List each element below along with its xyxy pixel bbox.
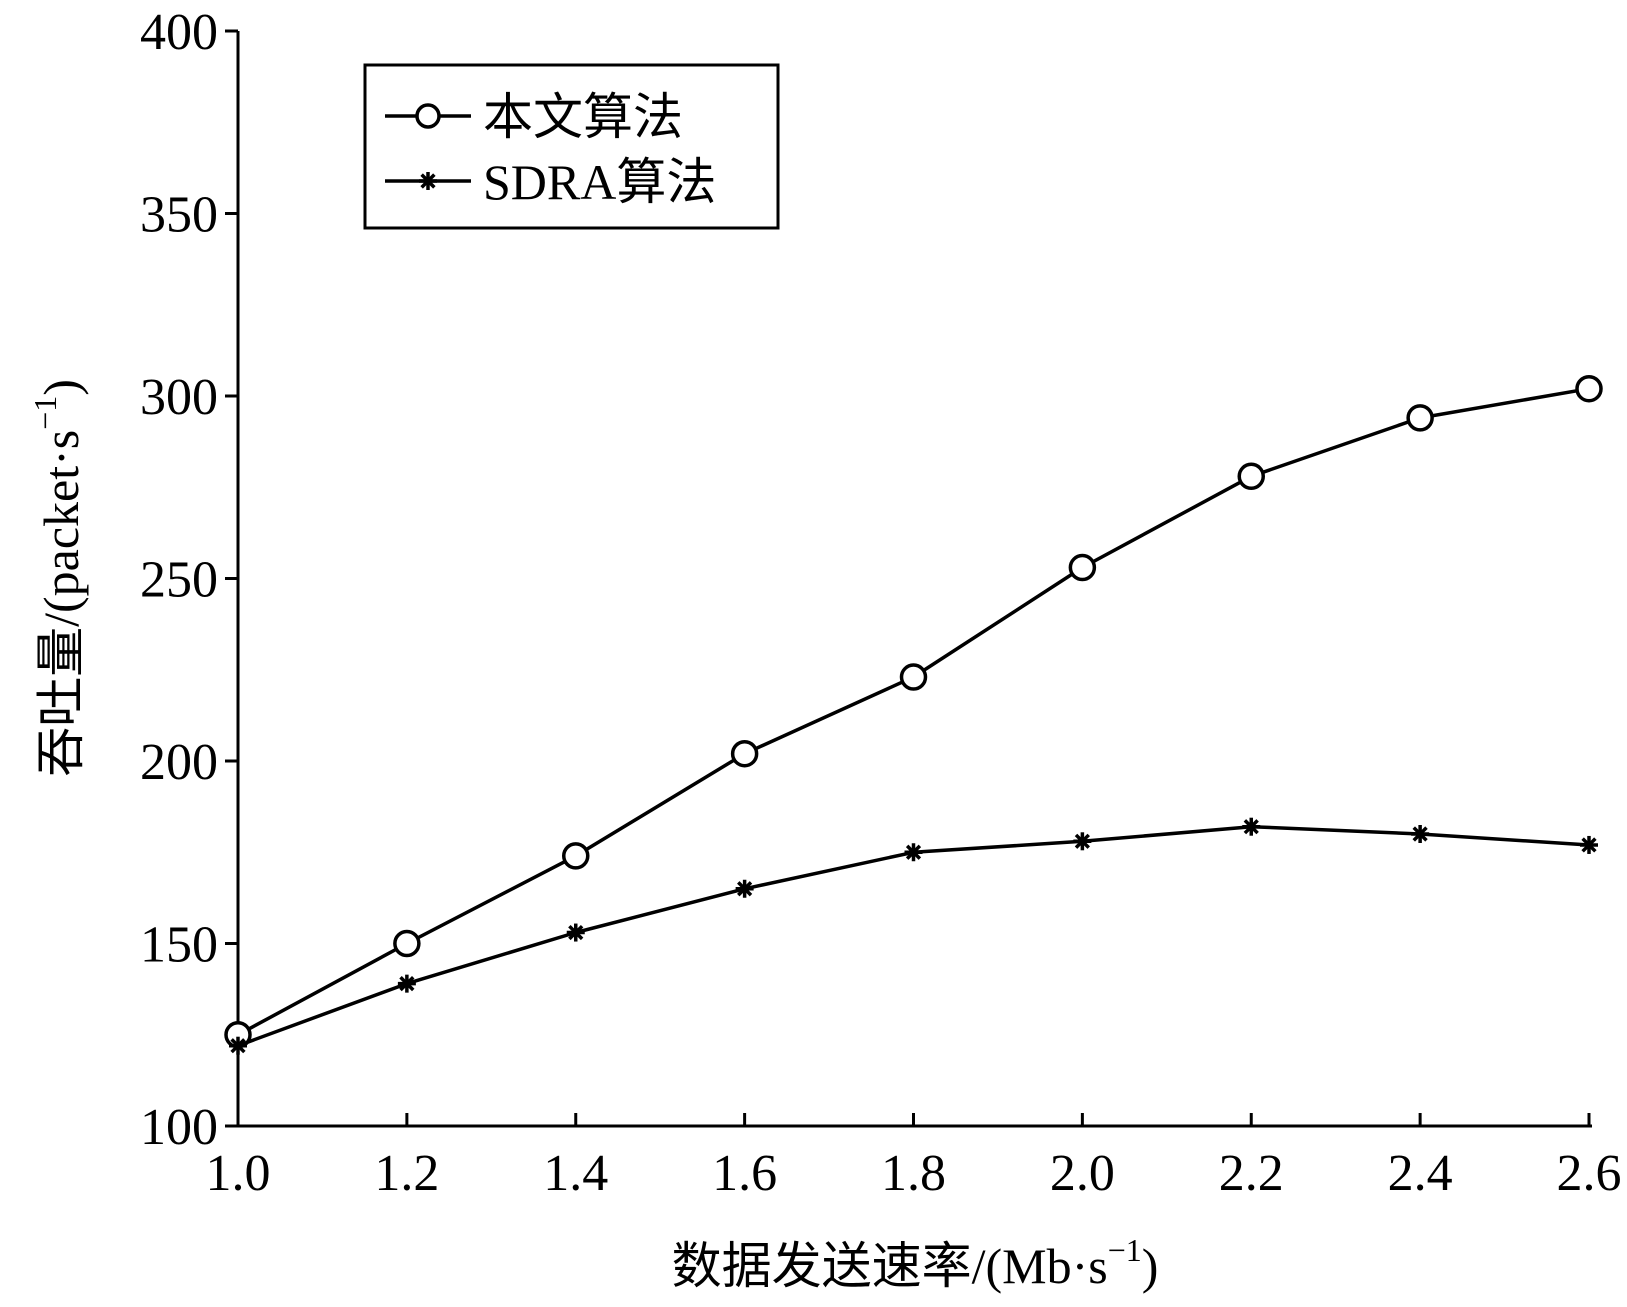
legend-circle-marker-icon xyxy=(415,103,441,129)
asterisk-stroke xyxy=(1074,833,1090,849)
legend-label-series-1: 本文算法 xyxy=(483,89,683,145)
x-axis-title-main: 数据发送速率/(Mb·s xyxy=(672,1238,1108,1294)
x-tick-label: 1.6 xyxy=(712,1145,777,1202)
x-tick-label: 2.6 xyxy=(1557,1145,1622,1202)
asterisk-stroke xyxy=(420,173,436,189)
asterisk-stroke xyxy=(230,1038,246,1054)
asterisk-stroke xyxy=(399,976,415,992)
x-tick-label: 2.2 xyxy=(1219,1145,1284,1202)
legend-label-series-2: SDRA算法 xyxy=(483,154,716,210)
y-tick-label: 100 xyxy=(140,1099,218,1156)
asterisk-stroke xyxy=(568,924,584,941)
legend-entry-series-2: SDRA算法 xyxy=(385,154,716,210)
asterisk-stroke xyxy=(905,844,922,860)
x-ticks: 1.0 1.2 1.4 1.6 1.8 2.0 2.2 2.4 2.6 xyxy=(206,1113,1622,1202)
x-tick-label: 2.4 xyxy=(1388,1145,1453,1202)
legend: 本文算法 SDRA算法 xyxy=(363,63,780,230)
series-2-point xyxy=(1580,835,1598,854)
y-tick-label: 350 xyxy=(140,187,218,244)
series-1-point xyxy=(899,663,928,691)
x-axis-title-superscript: −1 xyxy=(1108,1232,1142,1268)
series-1-point xyxy=(562,842,590,870)
series-1-point xyxy=(393,929,421,958)
y-tick-label: 200 xyxy=(140,734,218,791)
x-tick-label: 2.0 xyxy=(1050,1145,1115,1202)
series-2-point xyxy=(397,974,416,993)
legend-asterisk-marker-icon xyxy=(419,172,437,190)
legend-asterisk-glyph xyxy=(419,172,437,190)
y-tick-label: 150 xyxy=(140,917,218,974)
asterisk-stroke xyxy=(1581,837,1597,853)
series-2-point xyxy=(904,843,923,862)
y-tick-label: 250 xyxy=(140,552,218,609)
asterisk-stroke xyxy=(737,881,753,897)
series-2-point xyxy=(1411,825,1430,843)
series-1-point xyxy=(1406,404,1434,432)
series-1-point xyxy=(730,739,759,768)
legend-entry-series-1: 本文算法 xyxy=(385,89,683,145)
series-1-point xyxy=(1068,553,1097,582)
asterisk-stroke xyxy=(1412,826,1428,842)
series-layer xyxy=(224,374,1603,1055)
series-1-point xyxy=(1237,462,1265,491)
x-tick-label: 1.4 xyxy=(543,1145,608,1202)
y-ticks: 100 150 200 250 300 350 400 xyxy=(140,4,238,1156)
y-axis-title-close: ) xyxy=(33,379,89,396)
y-axis-title: 吞吐量/(packet·s−1) xyxy=(27,379,89,777)
x-axis-title: 数据发送速率/(Mb·s−1) xyxy=(672,1232,1159,1294)
series-2-point xyxy=(1242,817,1261,836)
y-tick-label: 400 xyxy=(140,4,218,61)
y-axis-title-main: 吞吐量/(packet·s xyxy=(33,430,89,777)
y-tick-label: 300 xyxy=(140,369,218,426)
legend-box xyxy=(363,63,780,230)
series-1-point xyxy=(1575,374,1603,403)
series-line-1 xyxy=(237,386,1590,1037)
series-2-point xyxy=(566,923,585,942)
y-axis-title-superscript: −1 xyxy=(27,396,63,430)
series-2-point xyxy=(735,879,754,898)
series-2-point xyxy=(1073,832,1092,851)
x-tick-label: 1.8 xyxy=(881,1145,946,1202)
series-2-point xyxy=(229,1036,247,1055)
asterisk-stroke xyxy=(1243,819,1259,835)
x-tick-label: 1.0 xyxy=(206,1145,271,1202)
x-tick-label: 1.2 xyxy=(374,1145,439,1202)
x-axis-title-close: ) xyxy=(1142,1238,1159,1294)
